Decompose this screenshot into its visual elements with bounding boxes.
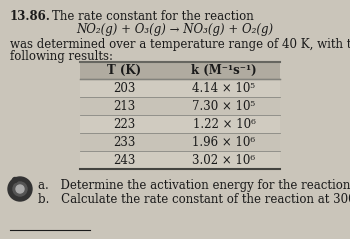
Text: T (K): T (K)	[107, 64, 141, 77]
Text: 13.86.: 13.86.	[10, 10, 51, 23]
Bar	[80, 62, 280, 79]
Text: was determined over a temperature range of 40 K, with the: was determined over a temperature range …	[10, 38, 350, 51]
Circle shape	[8, 177, 32, 201]
Text: The rate constant for the reaction: The rate constant for the reaction	[52, 10, 254, 23]
Bar	[80, 133, 280, 151]
Text: following results:: following results:	[10, 50, 113, 63]
Text: 203: 203	[113, 81, 135, 94]
Circle shape	[13, 182, 27, 196]
Text: 243: 243	[113, 153, 135, 167]
Text: 223: 223	[113, 118, 135, 130]
Text: 1.22 × 10⁶: 1.22 × 10⁶	[193, 118, 256, 130]
Text: k (M⁻¹s⁻¹): k (M⁻¹s⁻¹)	[191, 64, 257, 77]
Text: NO₂(g) + O₃(g) → NO₃(g) + O₂(g): NO₂(g) + O₃(g) → NO₃(g) + O₂(g)	[76, 23, 274, 36]
Bar	[80, 97, 280, 115]
Bar	[80, 151, 280, 169]
Circle shape	[16, 185, 24, 193]
Bar	[80, 115, 280, 133]
Text: 233: 233	[113, 136, 135, 148]
Text: b. Calculate the rate constant of the reaction at 300 K.: b. Calculate the rate constant of the re…	[38, 193, 350, 206]
Text: 1.96 × 10⁶: 1.96 × 10⁶	[193, 136, 256, 148]
Circle shape	[13, 178, 18, 183]
Text: a. Determine the activation energy for the reaction.: a. Determine the activation energy for t…	[38, 179, 350, 192]
Bar	[80, 79, 280, 97]
Text: 3.02 × 10⁶: 3.02 × 10⁶	[193, 153, 256, 167]
Text: 4.14 × 10⁵: 4.14 × 10⁵	[193, 81, 256, 94]
Text: 213: 213	[113, 99, 135, 113]
Text: 7.30 × 10⁵: 7.30 × 10⁵	[193, 99, 256, 113]
